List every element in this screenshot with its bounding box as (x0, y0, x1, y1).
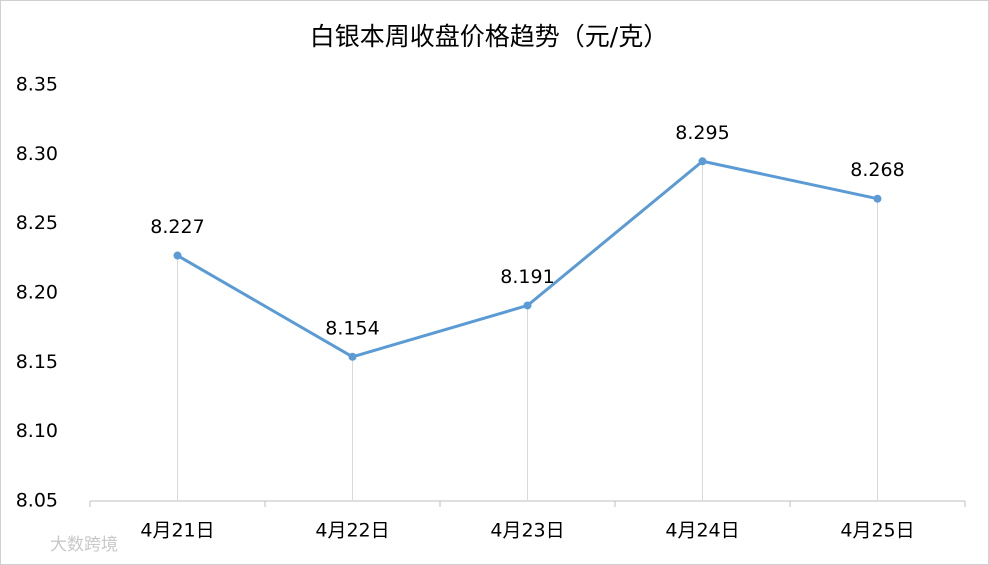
x-tick-label: 4月22日 (315, 520, 389, 542)
y-tick-label: 8.25 (16, 212, 58, 234)
chart-title: 白银本周收盘价格趋势（元/克） (310, 22, 668, 51)
data-point (523, 301, 532, 310)
data-point (348, 352, 357, 361)
data-point (873, 194, 882, 203)
y-tick-label: 8.10 (16, 420, 58, 442)
data-label: 8.227 (150, 216, 204, 238)
x-tick-label: 4月21日 (140, 520, 214, 542)
data-point (173, 251, 182, 260)
data-label: 8.268 (850, 159, 904, 181)
y-tick-label: 8.30 (16, 143, 58, 165)
x-tick-label: 4月23日 (490, 520, 564, 542)
watermark: 大数跨境 (50, 535, 118, 555)
y-tick-label: 8.20 (16, 282, 58, 304)
x-tick-label: 4月25日 (840, 520, 914, 542)
data-label: 8.295 (675, 122, 729, 144)
data-label: 8.191 (500, 266, 554, 288)
y-tick-label: 8.15 (16, 351, 58, 373)
y-tick-label: 8.35 (16, 74, 58, 96)
y-tick-label: 8.05 (16, 490, 58, 512)
x-tick-label: 4月24日 (665, 520, 739, 542)
data-point (698, 157, 707, 166)
data-label: 8.154 (325, 317, 379, 339)
